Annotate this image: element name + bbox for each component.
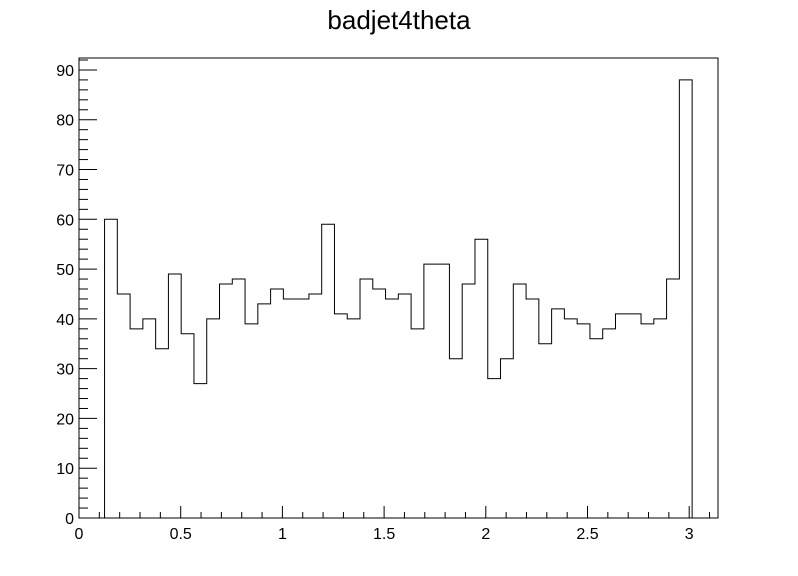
histogram-bin	[322, 224, 335, 518]
histogram-bin	[105, 219, 118, 518]
histogram-bin	[156, 349, 169, 518]
ticks-layer	[78, 59, 711, 519]
histogram-bin	[168, 274, 181, 518]
x-tick-label: 3	[685, 526, 694, 543]
histogram-bin	[232, 279, 245, 518]
histogram-bin	[117, 294, 130, 518]
histogram-bin	[641, 324, 654, 518]
y-tick-label: 0	[65, 511, 74, 528]
histogram-bin	[437, 264, 450, 518]
histogram-bin	[488, 379, 501, 518]
histogram-bin	[654, 319, 667, 518]
histogram-bin	[564, 319, 577, 518]
histogram-bin	[552, 309, 565, 518]
histogram-bin	[386, 299, 399, 518]
histogram-bin	[526, 299, 539, 518]
histogram-bin	[615, 314, 628, 518]
histogram-bin	[475, 239, 488, 518]
histogram-bin	[334, 314, 347, 518]
y-tick-label: 10	[56, 461, 74, 478]
histogram-bin	[667, 279, 680, 518]
histogram-bin	[360, 279, 373, 518]
histogram-bin	[679, 80, 692, 518]
histogram-bin	[411, 329, 424, 518]
y-tick-label: 60	[56, 212, 74, 229]
x-tick-label: 1	[278, 526, 287, 543]
histogram-outline	[79, 79, 718, 519]
histogram-bin	[258, 304, 271, 518]
y-tick-label: 90	[56, 63, 74, 80]
histogram-bin	[424, 264, 437, 518]
histogram-bin	[590, 339, 603, 518]
histogram-bin	[449, 359, 462, 518]
histogram-bin	[628, 314, 641, 518]
histogram-bin	[513, 284, 526, 518]
histogram-bin	[194, 384, 207, 518]
histogram-bin	[347, 319, 360, 518]
histogram-bin	[373, 289, 386, 518]
histogram-bin	[130, 329, 143, 518]
x-tick-label: 1.5	[373, 526, 395, 543]
histogram-bin	[207, 319, 220, 518]
histogram-bin	[181, 334, 194, 518]
y-tick-label: 70	[56, 163, 74, 180]
plot-frame	[78, 57, 719, 519]
x-tick-label: 2.5	[576, 526, 598, 543]
histogram-bin	[283, 299, 296, 518]
histogram-bin	[398, 294, 411, 518]
histogram-bin	[309, 294, 322, 518]
histogram-bin	[603, 329, 616, 518]
y-tick-label: 80	[56, 113, 74, 130]
histogram-bin	[539, 344, 552, 518]
histogram-bin	[577, 324, 590, 518]
y-tick-label: 30	[56, 362, 74, 379]
histogram-bin	[296, 299, 309, 518]
y-tick-label: 50	[56, 262, 74, 279]
y-tick-label: 40	[56, 312, 74, 329]
histogram-bin	[271, 289, 284, 518]
y-tick-label: 20	[56, 411, 74, 428]
x-tick-label: 2	[481, 526, 490, 543]
chart-title: badjet4theta	[327, 5, 471, 35]
histogram-bin	[220, 284, 233, 518]
histogram-bin	[462, 284, 475, 518]
x-tick-label: 0.5	[170, 526, 192, 543]
x-tick-label: 0	[75, 526, 84, 543]
histogram-bin	[143, 319, 156, 518]
histogram-bin	[501, 359, 514, 518]
axes-layer	[78, 57, 719, 519]
histogram-bin	[245, 324, 258, 518]
